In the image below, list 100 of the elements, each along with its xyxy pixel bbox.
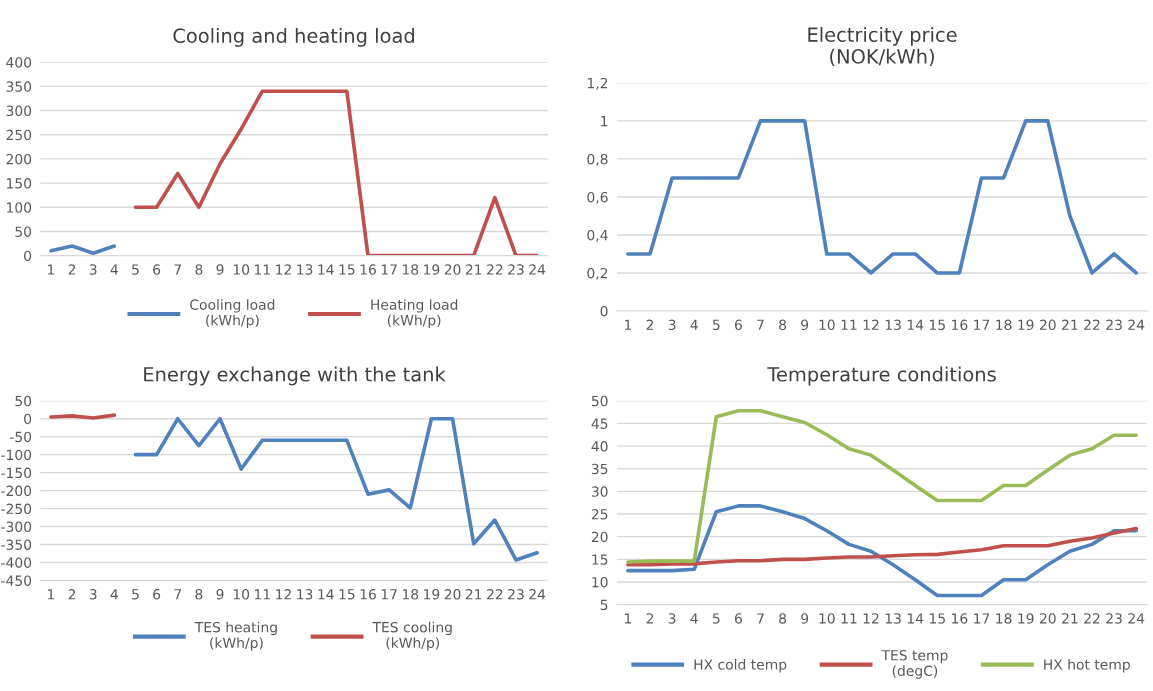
- x-tick-label: 19: [1018, 319, 1034, 331]
- y-tick-label: 0,8: [587, 153, 608, 166]
- line-series: [626, 408, 1138, 564]
- x-tick-label: 19: [424, 264, 440, 275]
- y-tick-label: 300: [6, 105, 32, 117]
- x-tick-label: 6: [734, 613, 742, 624]
- x-tick-label: 4: [690, 319, 698, 330]
- x-tick-label: 12: [276, 264, 291, 275]
- x-tick-label: 16: [952, 319, 968, 331]
- x-tick-label: 21: [1062, 319, 1078, 330]
- x-tick-label: 4: [690, 613, 698, 624]
- y-tick-label: 400: [6, 57, 32, 68]
- legend-label: Heating load (kWh/p): [371, 299, 458, 329]
- x-tick-label: 20: [444, 589, 461, 600]
- y-tick-label: -150: [1, 467, 32, 479]
- line-series: [626, 119, 1138, 275]
- y-tick-label: 10: [592, 576, 608, 588]
- x-tick-label: 7: [757, 613, 764, 624]
- x-tick-label: 8: [195, 589, 203, 600]
- x-tick-label: 14: [907, 613, 924, 624]
- x-tick-label: 1: [48, 589, 55, 600]
- legend-label: TES temp (degC): [881, 649, 948, 679]
- x-tick-label: 16: [952, 613, 968, 624]
- x-tick-label: 15: [339, 589, 355, 600]
- x-tick-label: 9: [216, 264, 224, 275]
- x-tick-label: 22: [487, 589, 503, 600]
- x-tick-label: 10: [233, 589, 250, 600]
- x-tick-label: 8: [779, 319, 787, 331]
- y-tick-label: 0,6: [587, 191, 608, 204]
- x-tick-label: 19: [424, 589, 440, 600]
- x-tick-label: 3: [668, 613, 676, 624]
- x-tick-label: 23: [1106, 613, 1122, 624]
- x-tick-label: 11: [841, 319, 857, 330]
- y-tick-label: -250: [1, 503, 32, 515]
- x-tick-label: 18: [402, 589, 419, 600]
- y-tick-label: 250: [6, 129, 32, 141]
- x-tick-label: 2: [68, 589, 76, 600]
- x-tick-label: 1: [625, 613, 632, 624]
- y-tick-label: -100: [1, 449, 32, 461]
- x-tick-label: 14: [318, 264, 334, 275]
- x-tick-label: 9: [801, 319, 809, 331]
- y-tick-label: 0: [24, 413, 32, 425]
- chart-title: Cooling and heating load: [173, 27, 414, 47]
- x-tick-label: 16: [360, 264, 376, 275]
- x-tick-label: 3: [668, 319, 676, 331]
- x-tick-label: 10: [819, 319, 835, 331]
- x-tick-label: 16: [360, 589, 376, 600]
- y-tick-label: 100: [7, 202, 32, 213]
- y-tick-label: 50: [15, 226, 32, 237]
- x-tick-label: 9: [216, 589, 224, 600]
- x-tick-label: 18: [996, 613, 1012, 624]
- legend-label: TES cooling (kWh/p): [372, 621, 452, 651]
- x-tick-label: 8: [779, 613, 787, 624]
- x-tick-label: 24: [529, 264, 546, 275]
- x-tick-label: 1: [625, 319, 632, 330]
- x-tick-label: 4: [110, 589, 118, 600]
- y-tick-label: 50: [15, 395, 32, 407]
- line-series: [626, 526, 1138, 567]
- y-tick-label: 0: [24, 250, 32, 262]
- y-tick-label: 350: [6, 81, 32, 92]
- y-tick-label: 0,4: [587, 229, 608, 242]
- x-tick-label: 21: [1062, 613, 1078, 624]
- x-tick-label: 18: [402, 264, 419, 275]
- x-tick-label: 14: [907, 319, 924, 330]
- x-tick-label: 7: [174, 264, 181, 275]
- x-tick-label: 5: [712, 613, 720, 624]
- chart-title: Electricity price (NOK/kWh): [808, 26, 957, 67]
- x-tick-label: 2: [646, 613, 654, 624]
- y-tick-label: 200: [6, 153, 32, 165]
- x-tick-label: 3: [89, 589, 97, 600]
- x-tick-label: 6: [153, 264, 161, 275]
- x-tick-label: 13: [885, 613, 901, 624]
- x-tick-label: 7: [174, 589, 181, 600]
- y-tick-label: 20: [591, 531, 608, 543]
- x-tick-label: 12: [863, 319, 879, 330]
- y-tick-label: 45: [591, 418, 608, 429]
- y-tick-label: 25: [591, 509, 608, 520]
- x-tick-label: 11: [255, 264, 270, 275]
- x-tick-label: 23: [508, 589, 524, 600]
- x-tick-label: 12: [276, 589, 291, 600]
- x-tick-label: 15: [929, 319, 945, 331]
- x-tick-label: 18: [996, 319, 1012, 331]
- x-tick-label: 20: [444, 264, 461, 275]
- x-tick-label: 17: [974, 613, 990, 624]
- x-tick-label: 22: [1084, 613, 1100, 624]
- x-tick-label: 6: [734, 319, 742, 331]
- y-tick-label: 1: [601, 116, 608, 127]
- x-tick-label: 13: [297, 589, 313, 600]
- chart-title: Energy exchange with the tank: [144, 366, 446, 386]
- x-tick-label: 5: [132, 264, 139, 275]
- x-tick-label: 15: [929, 613, 945, 624]
- x-tick-label: 9: [801, 613, 809, 624]
- x-tick-label: 10: [233, 264, 250, 275]
- line-series: [133, 416, 539, 562]
- x-tick-label: 8: [195, 264, 203, 275]
- x-tick-label: 2: [68, 264, 76, 275]
- line-series: [626, 504, 1138, 598]
- y-tick-label: 30: [591, 486, 608, 497]
- x-tick-label: 23: [1106, 319, 1122, 331]
- x-tick-label: 3: [89, 264, 97, 275]
